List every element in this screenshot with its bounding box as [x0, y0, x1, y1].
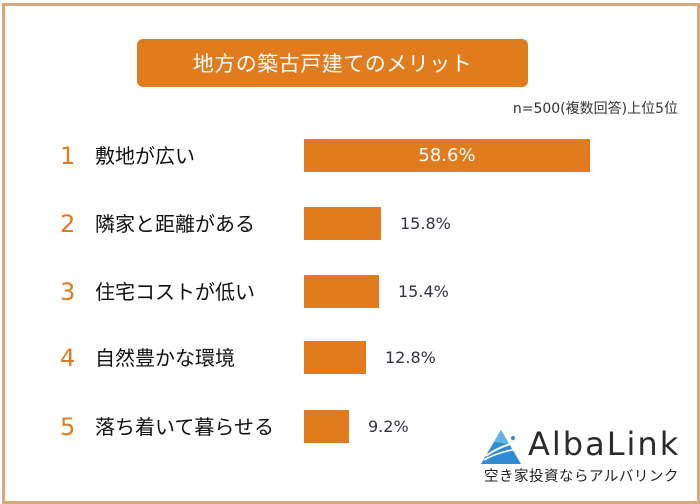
bar-row: 1 敷地が広い 58.6% [0, 139, 700, 173]
bar-row: 4 自然豊かな環境 12.8% [0, 341, 700, 375]
chart-title: 地方の築古戸建てのメリット [137, 39, 528, 87]
rank-number: 5 [60, 413, 76, 441]
sample-note: n=500(複数回答)上位5位 [512, 101, 678, 117]
bar-row: 5 落ち着いて暮らせる 9.2% [0, 410, 700, 444]
bar [304, 275, 379, 308]
category-label: 敷地が広い [95, 144, 195, 168]
rank-number: 1 [60, 142, 76, 170]
bar [304, 139, 590, 172]
logo-tagline: 空き家投資ならアルバリンク [484, 469, 679, 485]
chart-frame [2, 3, 700, 504]
triangle-logo-icon [481, 430, 521, 464]
chart-title-text: 地方の築古戸建てのメリット [192, 52, 473, 76]
category-label: 隣家と距離がある [95, 212, 255, 236]
value-label: 15.8% [400, 214, 451, 233]
category-label: 住宅コストが低い [95, 280, 255, 304]
value-label: 12.8% [385, 348, 436, 367]
value-label: 58.6% [418, 145, 476, 166]
category-label: 自然豊かな環境 [95, 346, 235, 370]
bar-row: 2 隣家と距離がある 15.8% [0, 207, 700, 241]
rank-number: 2 [60, 210, 76, 238]
bar-row: 3 住宅コストが低い 15.4% [0, 275, 700, 309]
value-label: 15.4% [398, 282, 449, 301]
logo-name: AlbaLink [528, 425, 681, 463]
albalink-logo: AlbaLink 空き家投資ならアルバリンク [480, 425, 680, 485]
bar [304, 207, 381, 240]
value-label: 9.2% [368, 417, 409, 436]
rank-number: 3 [60, 278, 76, 306]
category-label: 落ち着いて暮らせる [95, 415, 274, 439]
bar [304, 410, 349, 443]
bar [304, 341, 366, 374]
rank-number: 4 [60, 344, 76, 372]
